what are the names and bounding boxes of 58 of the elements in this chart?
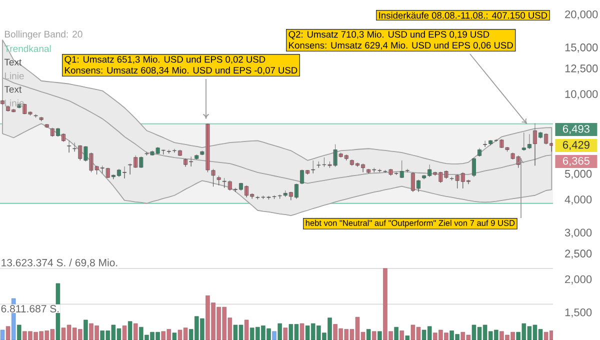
candlestick bbox=[194, 154, 199, 160]
bar bbox=[84, 320, 88, 340]
bar bbox=[0, 330, 5, 340]
y-tick-label: 10,000 bbox=[565, 90, 598, 100]
candlestick bbox=[216, 175, 221, 186]
y-tick-label: 2,000 bbox=[565, 275, 592, 284]
candlestick bbox=[478, 148, 482, 157]
candlestick bbox=[405, 168, 410, 172]
annotation: Insiderkäufe 08.08.-11.08.: 407.150 USD bbox=[379, 12, 548, 19]
bar bbox=[122, 326, 127, 340]
annotation: hebt von "Neutral" auf "Outperform" Ziel von 7 auf 9 USD bbox=[306, 220, 515, 228]
text: 6,429 bbox=[563, 140, 590, 150]
bar bbox=[378, 331, 382, 340]
candlestick bbox=[67, 140, 72, 153]
bar bbox=[272, 331, 276, 340]
candlestick bbox=[34, 114, 38, 118]
bar bbox=[300, 323, 304, 340]
annotation: Text bbox=[4, 58, 22, 66]
bar bbox=[134, 323, 138, 340]
bar bbox=[172, 332, 177, 340]
annotation: Linie bbox=[4, 72, 24, 80]
candlestick bbox=[472, 158, 476, 178]
bar bbox=[394, 326, 398, 340]
bar bbox=[244, 320, 249, 340]
y-tick-label: 12,500 bbox=[565, 64, 598, 74]
y-tick-label: 20,000 bbox=[565, 10, 598, 20]
bar bbox=[6, 326, 10, 340]
y-tick-label: 2,500 bbox=[565, 250, 592, 259]
y-tick-label: 5,000 bbox=[564, 170, 592, 180]
candlestick bbox=[483, 140, 488, 148]
annotation: Linie bbox=[4, 100, 24, 106]
ref-line-label: 6.811.687 S. bbox=[1, 305, 59, 312]
bar bbox=[372, 331, 376, 340]
bar bbox=[400, 330, 404, 340]
annotation: Konsens: Umsatz 608,34 Mio. USD und EPS -0,07 USD bbox=[65, 66, 298, 75]
annotation: Q1: Umsatz 651,3 Mio. USD und EPS 0,02 USD bbox=[64, 56, 266, 64]
ref-line-label: 13.623.374 S. / 69,8 Mio. bbox=[2, 258, 118, 268]
bar bbox=[278, 323, 282, 340]
bar bbox=[366, 329, 371, 340]
candlestick bbox=[44, 124, 49, 128]
y-tick-label: 1,500 bbox=[565, 308, 592, 318]
annotation: Konsens: Umsatz 629,4 Mio. USD und EPS 0,06 USD bbox=[289, 42, 513, 50]
text: 6,365 bbox=[563, 156, 590, 166]
candlestick bbox=[166, 150, 171, 154]
annotation: Q2: Umsatz 710,3 Mio. USD und EPS 0,19 USD bbox=[288, 30, 490, 40]
candlestick bbox=[278, 194, 282, 199]
candlestick bbox=[0, 100, 4, 105]
candlestick bbox=[39, 116, 44, 122]
text: Bollinger Band: 20 bbox=[4, 30, 82, 40]
bar bbox=[17, 324, 22, 340]
y-tick-label: 3,000 bbox=[564, 228, 592, 238]
y-tick-label: 4,000 bbox=[564, 196, 592, 205]
bar bbox=[283, 328, 288, 340]
bar bbox=[405, 336, 410, 340]
y-tick-label: 15,000 bbox=[565, 44, 598, 53]
annotation: Text bbox=[4, 86, 22, 93]
bar bbox=[128, 321, 132, 340]
text: 6,493 bbox=[563, 124, 590, 134]
